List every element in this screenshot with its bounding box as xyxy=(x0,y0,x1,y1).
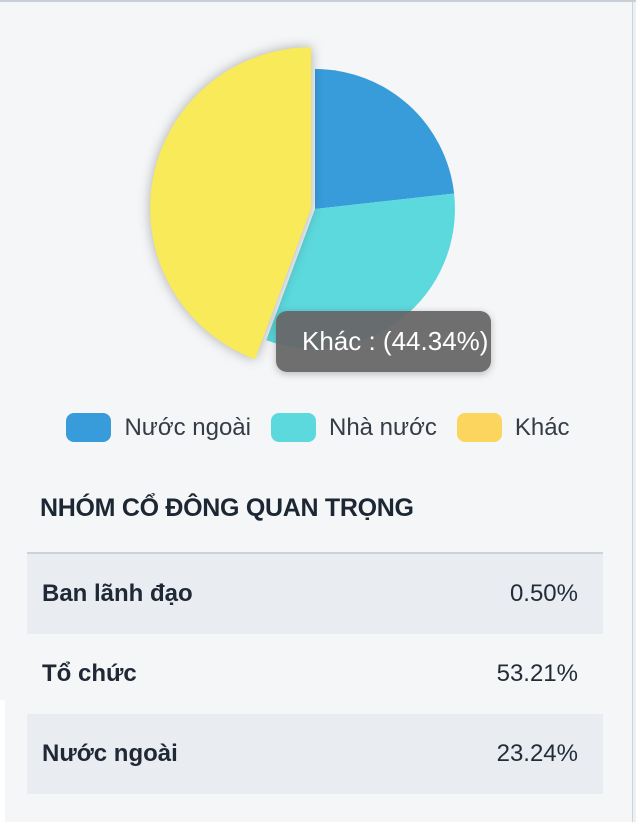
row-value: 53.21% xyxy=(496,660,578,687)
legend-swatch-nha-nuoc xyxy=(270,413,316,442)
legend-label-nuoc-ngoai: Nước ngoài xyxy=(124,413,251,441)
legend-item-nha-nuoc[interactable]: Nhà nước xyxy=(270,413,437,442)
pie-slice-khac[interactable] xyxy=(150,47,312,360)
scrollbar-track[interactable] xyxy=(632,2,636,822)
pie-slice-nuoc-ngoai[interactable] xyxy=(315,69,455,209)
legend-item-khac[interactable]: Khác xyxy=(456,413,570,442)
pie-chart xyxy=(150,47,455,360)
row-label: Ban lãnh đạo xyxy=(42,580,193,607)
legend-item-nuoc-ngoai[interactable]: Nước ngoài xyxy=(66,413,251,442)
chart-legend: Nước ngoài Nhà nước Khác xyxy=(0,413,636,442)
row-value: 23.24% xyxy=(496,740,578,767)
legend-label-nha-nuoc: Nhà nước xyxy=(328,413,437,441)
left-edge-strip xyxy=(0,700,5,822)
table-row-to-chuc: Tổ chức 53.21% xyxy=(27,634,603,714)
section-title: NHÓM CỔ ĐÔNG QUAN TRỌNG xyxy=(40,494,414,522)
tooltip-text: Khác : (44.34%) xyxy=(302,326,489,356)
shareholder-table: Ban lãnh đạo 0.50% Tổ chức 53.21% Nước n… xyxy=(27,552,603,794)
table-row-ban-lanh-dao: Ban lãnh đạo 0.50% xyxy=(27,554,603,634)
legend-swatch-khac xyxy=(456,413,502,442)
row-label: Tổ chức xyxy=(42,660,137,687)
row-value: 0.50% xyxy=(509,580,578,607)
legend-label-khac: Khác xyxy=(514,413,570,441)
table-row-nuoc-ngoai: Nước ngoài 23.24% xyxy=(27,714,603,794)
pie-slice-nha-nuoc[interactable] xyxy=(266,193,455,349)
row-label: Nước ngoài xyxy=(42,740,178,767)
legend-swatch-nuoc-ngoai xyxy=(66,413,112,442)
chart-tooltip: Khác : (44.34%) xyxy=(276,311,491,372)
